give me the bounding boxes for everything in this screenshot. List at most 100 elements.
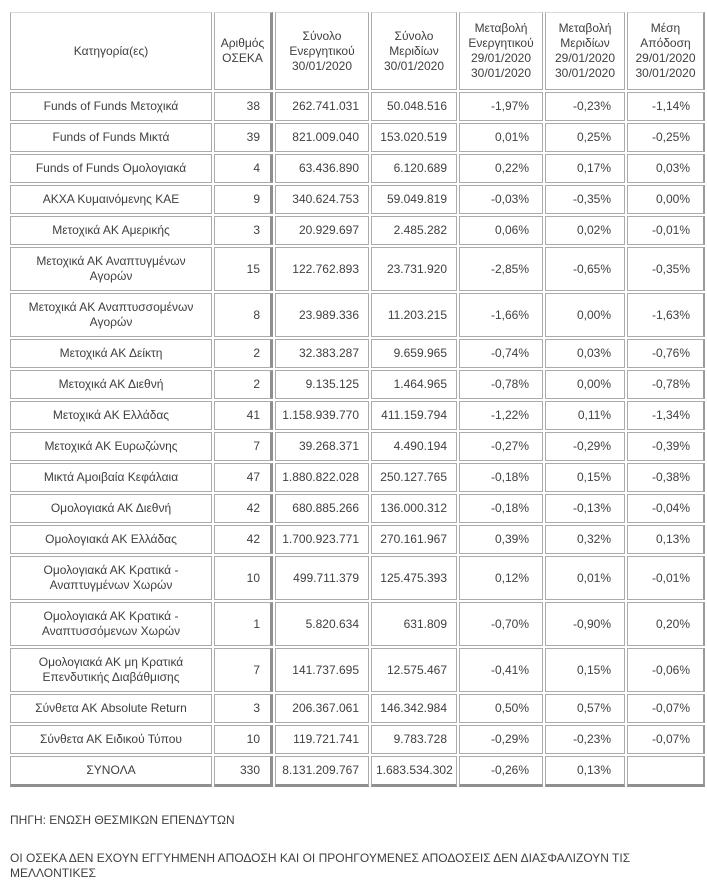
header-average-return: Μέση Απόδοση 29/01/2020 30/01/2020 — [627, 12, 705, 90]
assets-change-cell: 0,39% — [459, 525, 543, 554]
table-row: Μετοχικά ΑΚ Αμερικής 3 20.929.697 2.485.282… — [10, 216, 705, 245]
fund-count-cell: 8 — [214, 293, 273, 337]
average-return-cell: -0,04% — [627, 494, 705, 523]
fund-count-cell: 41 — [214, 401, 273, 430]
fund-count-cell: 10 — [214, 725, 273, 754]
total-assets-cell: 821.009.040 — [275, 123, 369, 152]
category-cell: Μετοχικά ΑΚ Αμερικής — [10, 216, 212, 245]
category-cell: Μετοχικά ΑΚ Αναπτυγμένων Αγορών — [10, 247, 212, 291]
assets-change-cell: -0,18% — [459, 494, 543, 523]
category-cell: ΣΥΝΟΛΑ — [10, 756, 212, 787]
total-assets-cell: 1.880.822.028 — [275, 463, 369, 492]
table-row: Ομολογιακά ΑΚ Κρατικά - Αναπτυγμένων Χωρ… — [10, 556, 705, 600]
category-cell: Σύνθετα ΑΚ Absolute Return — [10, 694, 212, 723]
table-row: Μετοχικά ΑΚ Ευρωζώνης 7 39.268.371 4.490.19… — [10, 432, 705, 461]
total-units-cell: 59.049.819 — [371, 185, 457, 214]
units-change-cell: -0,29% — [545, 432, 625, 461]
table-row: ΑΚΧΑ Κυμαινόμενης ΚΑΕ 9 340.624.753 59.049.… — [10, 185, 705, 214]
units-change-cell: 0,11% — [545, 401, 625, 430]
assets-change-cell: -0,74% — [459, 339, 543, 368]
total-units-cell: 250.127.765 — [371, 463, 457, 492]
total-units-cell: 9.783.728 — [371, 725, 457, 754]
average-return-cell: -0,78% — [627, 370, 705, 399]
assets-change-cell: 0,06% — [459, 216, 543, 245]
total-assets-cell: 262.741.031 — [275, 92, 369, 121]
table-row: Ομολογιακά ΑΚ μη Κρατικά Επενδυτικής Δια… — [10, 648, 705, 692]
average-return-cell: -0,07% — [627, 725, 705, 754]
table-row: Μικτά Αμοιβαία Κεφάλαια 47 1.880.822.028 25… — [10, 463, 705, 492]
total-assets-cell: 499.711.379 — [275, 556, 369, 600]
total-units-cell: 11.203.215 — [371, 293, 457, 337]
header-assets-change: Μεταβολή Ενεργητικού 29/01/2020 30/01/20… — [459, 12, 543, 90]
fund-count-cell: 10 — [214, 556, 273, 600]
table-row: Funds of Funds Μετοχικά 38 262.741.031 50.0… — [10, 92, 705, 121]
fund-count-cell: 2 — [214, 370, 273, 399]
total-units-cell: 2.485.282 — [371, 216, 457, 245]
average-return-cell: -1,63% — [627, 293, 705, 337]
table-row: Σύνθετα ΑΚ Ειδικού Τύπου 10 119.721.741 9.7… — [10, 725, 705, 754]
table-row: Μετοχικά ΑΚ Αναπτυγμένων Αγορών 15 122.762… — [10, 247, 705, 291]
total-assets-cell: 1.700.923.771 — [275, 525, 369, 554]
units-change-cell: 0,17% — [545, 154, 625, 183]
fund-count-cell: 7 — [214, 648, 273, 692]
units-change-cell: 0,01% — [545, 556, 625, 600]
category-cell: Ομολογιακά ΑΚ Κρατικά - Αναπτυσσόμενων Χ… — [10, 602, 212, 646]
units-change-cell: 0,00% — [545, 370, 625, 399]
average-return-cell: -0,76% — [627, 339, 705, 368]
total-units-cell: 50.048.516 — [371, 92, 457, 121]
total-units-cell: 12.575.467 — [371, 648, 457, 692]
units-change-cell: 0,02% — [545, 216, 625, 245]
header-row: Κατηγορία(ες) Αριθμός ΟΣΕΚΑ Σύνολο Ενεργ… — [10, 12, 705, 90]
header-fund-count: Αριθμός ΟΣΕΚΑ — [214, 12, 273, 90]
total-units-cell: 631.809 — [371, 602, 457, 646]
units-change-cell: -0,13% — [545, 494, 625, 523]
disclaimer-line: ΟΙ ΟΣΕΚΑ ΔΕΝ ΕΧΟΥΝ ΕΓΓΥΗΜΕΝΗ ΑΠΟΔΟΣΗ ΚΑΙ… — [10, 850, 631, 881]
assets-change-cell: -0,29% — [459, 725, 543, 754]
total-assets-cell: 141.737.695 — [275, 648, 369, 692]
units-change-cell: -0,23% — [545, 92, 625, 121]
units-change-cell: 0,00% — [545, 293, 625, 337]
category-cell: Funds of Funds Μικτά — [10, 123, 212, 152]
category-cell: Μετοχικά ΑΚ Διεθνή — [10, 370, 212, 399]
category-cell: ΑΚΧΑ Κυμαινόμενης ΚΑΕ — [10, 185, 212, 214]
total-assets-cell: 206.367.061 — [275, 694, 369, 723]
table-row: Funds of Funds Μικτά 39 821.009.040 153.020… — [10, 123, 705, 152]
units-change-cell: -0,35% — [545, 185, 625, 214]
average-return-cell: 0,03% — [627, 154, 705, 183]
total-units-cell: 146.342.984 — [371, 694, 457, 723]
fund-count-cell: 3 — [214, 694, 273, 723]
assets-change-cell: 0,22% — [459, 154, 543, 183]
assets-change-cell: -0,26% — [459, 756, 543, 787]
average-return-cell: -1,14% — [627, 92, 705, 121]
category-cell: Funds of Funds Ομολογιακά — [10, 154, 212, 183]
total-assets-cell: 1.158.939.770 — [275, 401, 369, 430]
ucits-statistics-table: Κατηγορία(ες) Αριθμός ΟΣΕΚΑ Σύνολο Ενεργ… — [8, 10, 707, 789]
category-cell: Ομολογιακά ΑΚ μη Κρατικά Επενδυτικής Δια… — [10, 648, 212, 692]
total-units-cell: 23.731.920 — [371, 247, 457, 291]
fund-count-cell: 47 — [214, 463, 273, 492]
table-row: Ομολογιακά ΑΚ Κρατικά - Αναπτυσσόμενων Χ… — [10, 602, 705, 646]
total-assets-cell: 8.131.209.767 — [275, 756, 369, 787]
average-return-cell — [627, 756, 705, 787]
table-row: Μετοχικά ΑΚ Αναπτυσσομένων Αγορών 8 23.989… — [10, 293, 705, 337]
average-return-cell: -0,35% — [627, 247, 705, 291]
average-return-cell: -0,01% — [627, 556, 705, 600]
total-units-cell: 153.020.519 — [371, 123, 457, 152]
category-cell: Funds of Funds Μετοχικά — [10, 92, 212, 121]
category-cell: Μετοχικά ΑΚ Δείκτη — [10, 339, 212, 368]
average-return-cell: -0,38% — [627, 463, 705, 492]
header-units-change: Μεταβολή Μεριδίων 29/01/2020 30/01/2020 — [545, 12, 625, 90]
fund-count-cell: 9 — [214, 185, 273, 214]
total-assets-cell: 119.721.741 — [275, 725, 369, 754]
table-header: Κατηγορία(ες) Αριθμός ΟΣΕΚΑ Σύνολο Ενεργ… — [10, 12, 705, 90]
total-units-cell: 6.120.689 — [371, 154, 457, 183]
category-cell: Μετοχικά ΑΚ Ελλάδας — [10, 401, 212, 430]
assets-change-cell: 0,12% — [459, 556, 543, 600]
assets-change-cell: -1,22% — [459, 401, 543, 430]
total-assets-cell: 340.624.753 — [275, 185, 369, 214]
units-change-cell: 0,57% — [545, 694, 625, 723]
units-change-cell: 0,15% — [545, 463, 625, 492]
fund-count-cell: 3 — [214, 216, 273, 245]
table-row: Μετοχικά ΑΚ Διεθνή 2 9.135.125 1.464.965 -0,… — [10, 370, 705, 399]
total-units-cell: 125.475.393 — [371, 556, 457, 600]
